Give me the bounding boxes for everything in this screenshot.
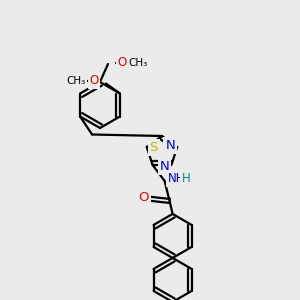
Text: H: H — [182, 172, 191, 185]
Text: N: N — [165, 139, 175, 152]
Text: O: O — [138, 191, 149, 204]
Text: CH₃: CH₃ — [66, 76, 85, 85]
Text: NH: NH — [168, 172, 185, 185]
Text: CH₃: CH₃ — [128, 58, 148, 68]
Text: N: N — [160, 160, 169, 173]
Text: O: O — [89, 74, 98, 87]
Text: S: S — [150, 141, 158, 154]
Text: O: O — [117, 56, 127, 70]
